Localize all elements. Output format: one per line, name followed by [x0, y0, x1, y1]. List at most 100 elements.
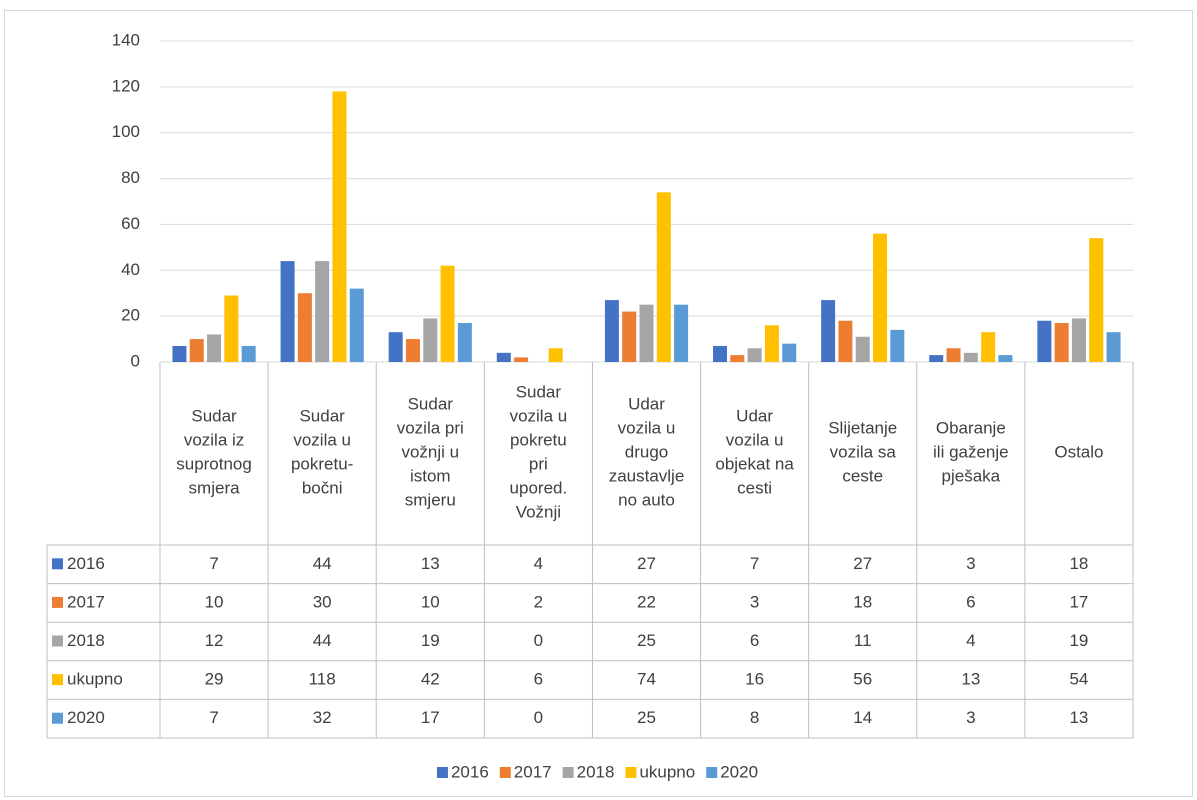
- bar: [548, 348, 563, 362]
- bar: [929, 355, 944, 362]
- table-value: 74: [637, 670, 656, 689]
- y-tick-label: 100: [112, 122, 140, 141]
- table-row-label: ukupno: [67, 670, 123, 689]
- table-value: 42: [421, 670, 440, 689]
- legend-key: [499, 767, 511, 778]
- legend-key: [436, 767, 448, 778]
- category-label: Sudar vozila pri vožnji u istom smjeru: [397, 395, 464, 510]
- table-value: 6: [534, 670, 543, 689]
- legend-key: [52, 712, 63, 724]
- table-row-label: 2016: [67, 554, 105, 573]
- table-value: 0: [534, 708, 543, 727]
- table-value: 54: [1069, 670, 1088, 689]
- category-label: Ostalo: [1054, 443, 1103, 462]
- y-tick-label: 140: [112, 30, 140, 49]
- bar: [1089, 238, 1104, 362]
- table-value: 118: [309, 670, 336, 689]
- category-label: Sudar vozila u pokretu pri upored. Vožnji: [510, 383, 568, 522]
- bar: [207, 334, 222, 362]
- bar: [855, 336, 870, 362]
- bar: [224, 295, 239, 362]
- bar: [821, 300, 836, 362]
- category-label: Udar vozila u objekat na cesti: [715, 407, 794, 498]
- legend-key: [562, 767, 574, 778]
- bar: [496, 352, 511, 362]
- bar: [998, 355, 1013, 362]
- bar: [873, 233, 888, 362]
- bar: [1071, 318, 1086, 362]
- bar: [297, 293, 312, 362]
- table-row-label: 2018: [67, 631, 105, 650]
- legend-key: [625, 767, 637, 778]
- bar: [315, 261, 330, 362]
- table-value: 7: [209, 708, 218, 727]
- y-tick-label: 80: [121, 168, 140, 187]
- bar: [1106, 332, 1121, 362]
- bar: [782, 343, 797, 362]
- table-value: 30: [313, 592, 332, 611]
- table-value: 7: [750, 554, 759, 573]
- table-value: 4: [534, 554, 543, 573]
- legend-label: 2017: [514, 762, 552, 781]
- category-label: Slijetanje vozila sa ceste: [828, 419, 897, 486]
- bar: [838, 320, 853, 362]
- table-value: 10: [421, 592, 440, 611]
- table-value: 13: [961, 670, 980, 689]
- table-value: 56: [853, 670, 872, 689]
- legend-label: 2018: [577, 762, 615, 781]
- bar: [514, 357, 529, 362]
- table-value: 19: [421, 631, 440, 650]
- bar: [172, 345, 187, 362]
- table-value: 0: [534, 631, 543, 650]
- legend-label: ukupno: [639, 762, 695, 781]
- table-value: 14: [853, 708, 872, 727]
- table-value: 13: [421, 554, 440, 573]
- bar: [981, 332, 996, 362]
- legend-key: [706, 767, 718, 778]
- y-tick-label: 20: [121, 306, 140, 325]
- bar: [747, 348, 762, 362]
- table-value: 3: [750, 592, 759, 611]
- bar: [332, 91, 347, 362]
- legend-label: 2020: [720, 762, 758, 781]
- table-value: 19: [1069, 631, 1088, 650]
- bar: [890, 329, 905, 362]
- legend-key: [52, 674, 63, 686]
- table-value: 3: [966, 554, 975, 573]
- bar: [189, 339, 204, 362]
- table-value: 17: [421, 708, 440, 727]
- category-label: Udar vozila u drugo zaustavlje no auto: [609, 395, 685, 510]
- legend-key: [52, 596, 63, 608]
- table-value: 7: [209, 554, 218, 573]
- table-value: 27: [637, 554, 656, 573]
- table-value: 6: [750, 631, 759, 650]
- category-label: Sudar vozila u pokretu-bočni: [291, 407, 353, 498]
- bar: [963, 352, 978, 362]
- category-label: Obaranje ili gaženje pješaka: [933, 419, 1009, 486]
- bar: [423, 318, 438, 362]
- y-tick-label: 120: [112, 76, 140, 95]
- table-value: 16: [745, 670, 764, 689]
- bar: [388, 332, 403, 362]
- table-value: 17: [1069, 592, 1088, 611]
- bar: [764, 325, 779, 362]
- table-value: 4: [966, 631, 975, 650]
- bar: [639, 304, 654, 362]
- table-value: 18: [853, 592, 872, 611]
- table-value: 25: [637, 708, 656, 727]
- table-value: 32: [313, 708, 332, 727]
- bar: [349, 288, 364, 362]
- bar: [1054, 323, 1069, 362]
- bar: [713, 345, 728, 362]
- table-value: 8: [750, 708, 759, 727]
- table-value: 6: [966, 592, 975, 611]
- table-value: 29: [205, 670, 224, 689]
- bar: [622, 311, 637, 362]
- bar: [674, 304, 689, 362]
- category-label: Sudar vozila iz suprotnog smjera: [176, 407, 252, 498]
- bar: [604, 300, 619, 362]
- table-value: 13: [1069, 708, 1088, 727]
- bar: [440, 265, 455, 362]
- y-tick-label: 0: [131, 351, 140, 370]
- y-tick-label: 40: [121, 260, 140, 279]
